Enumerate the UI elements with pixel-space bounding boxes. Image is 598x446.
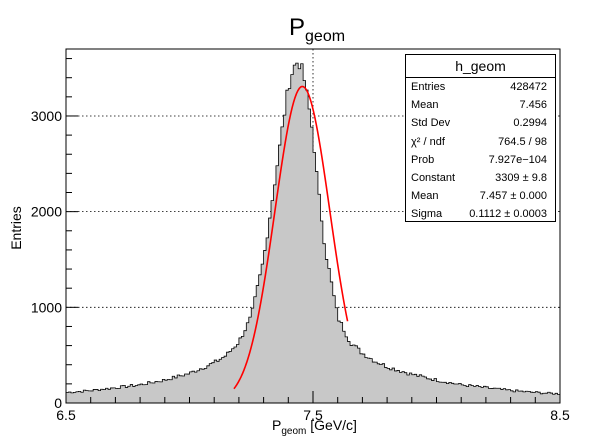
- stats-label: Std Dev: [411, 117, 451, 130]
- x-axis-label-main: P: [272, 417, 281, 433]
- stats-row-prob: Prob 7.927e−104: [406, 151, 555, 169]
- x-tick-label: 8.5: [550, 407, 570, 423]
- stats-label: χ² / ndf: [411, 135, 445, 148]
- stats-row-mean: Mean 7.456: [406, 96, 555, 114]
- stats-value: 0.1112 ± 0.0003: [469, 208, 547, 221]
- histogram: [65, 62, 561, 404]
- stats-label: Constant: [411, 171, 456, 184]
- y-axis-label: Entries: [8, 206, 24, 250]
- x-axis-label-unit: [GeV/c]: [306, 417, 357, 433]
- y-tick-label: 2000: [31, 204, 62, 220]
- chart-title-main: P: [289, 14, 305, 41]
- fit-line: [233, 85, 349, 390]
- x-tick-label: 7.5: [303, 407, 323, 423]
- x-axis-label-sub: geom: [281, 426, 306, 437]
- chart-title: Pgeom: [289, 14, 345, 45]
- stats-row-chi2: χ² / ndf 764.5 / 98: [406, 133, 555, 151]
- stats-title: h_geom: [406, 55, 555, 78]
- stats-value: 428472: [510, 81, 547, 93]
- stats-row-stddev: Std Dev 0.2994: [406, 114, 555, 132]
- stats-value: 0.2994: [513, 117, 547, 130]
- axes: 0 1000 2000 3000 6.5 7.5 8.5: [31, 48, 570, 423]
- stats-label: Entries: [411, 81, 446, 93]
- fit-curve: [233, 85, 349, 390]
- stats-label: Prob: [411, 153, 435, 166]
- stats-label: Mean: [411, 190, 439, 203]
- x-axis-label: Pgeom [GeV/c]: [272, 417, 357, 437]
- stats-value: 7.456: [519, 99, 547, 112]
- y-tick-label: 3000: [31, 108, 62, 124]
- x-tick-label: 6.5: [56, 407, 76, 423]
- stats-value: 3309 ± 9.8: [495, 171, 547, 184]
- histogram-bars: [65, 62, 561, 404]
- stats-row-constant: Constant 3309 ± 9.8: [406, 169, 555, 187]
- y-tick-label: 0: [54, 395, 62, 411]
- stats-row-entries: Entries 428472: [406, 78, 555, 96]
- stats-value: 764.5 / 98: [498, 135, 547, 148]
- chart-title-sub: geom: [305, 28, 345, 45]
- stats-label: Mean: [411, 99, 439, 112]
- stats-label: Sigma: [411, 208, 443, 221]
- y-tick-label: 1000: [31, 299, 62, 315]
- stats-box: h_geom Entries 428472 Mean 7.456 Std Dev 0.…: [405, 54, 556, 222]
- stats-value: 7.457 ± 0.000: [479, 190, 547, 203]
- stats-row-fit-mean: Mean 7.457 ± 0.000: [406, 187, 555, 205]
- stats-row-sigma: Sigma 0.1112 ± 0.0003: [406, 205, 555, 223]
- stats-value: 7.927e−104: [488, 153, 547, 166]
